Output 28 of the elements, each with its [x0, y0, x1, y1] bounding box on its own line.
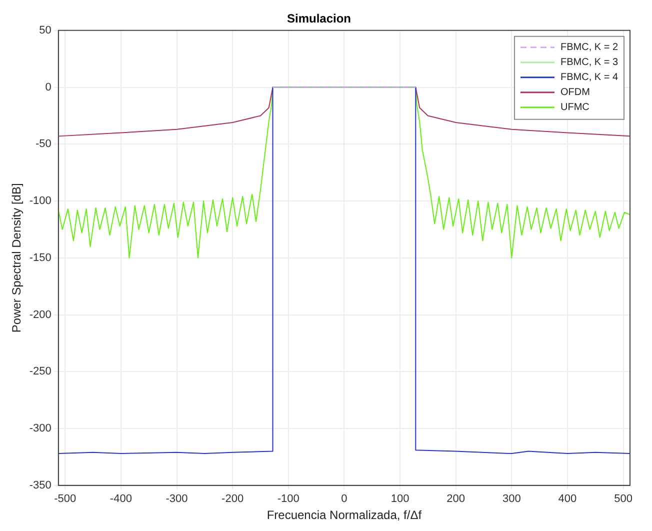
legend-label: UFMC: [560, 102, 590, 114]
x-axis-title: Frecuencia Normalizada, f/Δf: [266, 508, 422, 522]
chart-title: Simulacion: [286, 12, 352, 26]
x-tick-label: -200: [222, 493, 244, 506]
legend-label: FBMC, K = 2: [560, 42, 618, 54]
x-tick-label: -100: [277, 493, 300, 506]
x-tick-label: -400: [110, 493, 132, 506]
x-tick-label: -500: [54, 493, 76, 506]
y-tick-label: -100: [29, 195, 52, 208]
y-axis-title: Power Spectral Density [dB]: [10, 183, 24, 333]
y-tick-label: -200: [29, 308, 52, 321]
y-tick-label: -50: [36, 138, 52, 150]
y-tick-label: -250: [29, 366, 52, 378]
x-tick-label: 0: [341, 493, 348, 506]
legend-label: FBMC, K = 3: [560, 57, 618, 68]
y-tick-label: 50: [39, 24, 52, 36]
y-tick-label: -300: [29, 422, 52, 435]
x-tick-label: 500: [614, 493, 632, 506]
y-tick-label: 0: [45, 81, 52, 94]
x-tick-label: 400: [558, 493, 577, 506]
legend-label: FBMC, K = 4: [560, 72, 618, 84]
x-tick-label: -300: [166, 493, 188, 506]
x-tick-label: 200: [446, 493, 466, 506]
legend-label: OFDM: [560, 87, 590, 98]
y-tick-label: -150: [29, 252, 52, 264]
x-tick-label: 300: [502, 493, 521, 506]
y-tick-label: -350: [29, 479, 52, 492]
x-tick-label: 100: [390, 493, 410, 506]
